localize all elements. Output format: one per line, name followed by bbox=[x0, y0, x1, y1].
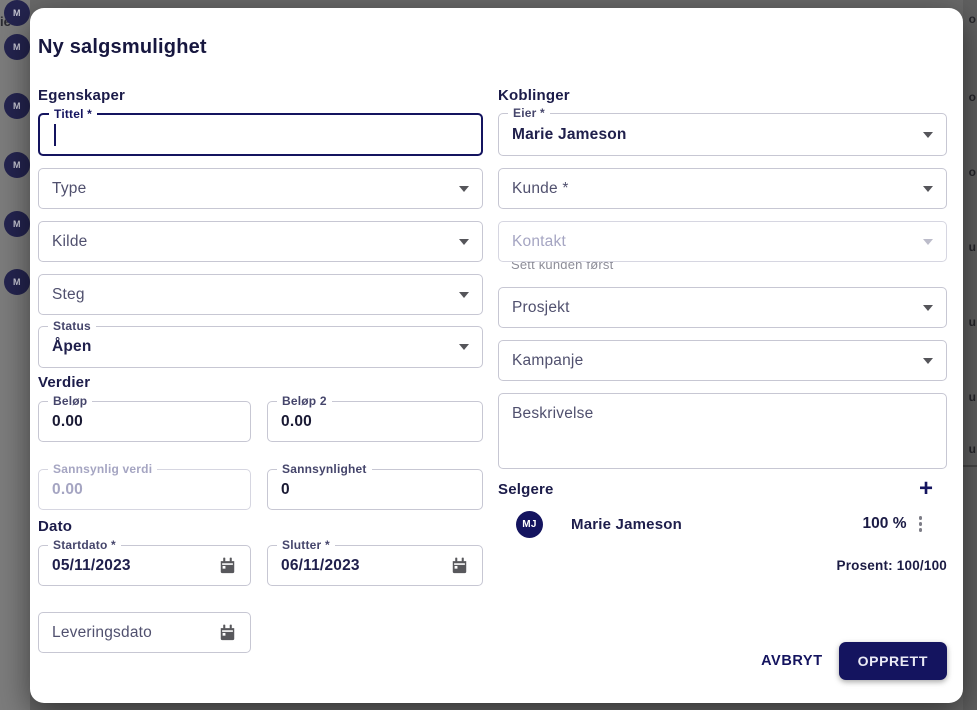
chevron-down-icon bbox=[923, 304, 933, 311]
background-avatar: M bbox=[4, 152, 30, 178]
kilde-select[interactable]: Kilde bbox=[38, 221, 483, 262]
seller-row: MJ Marie Jameson 100 % bbox=[498, 508, 947, 540]
kunde-label: Kunde * bbox=[512, 179, 569, 197]
chevron-down-icon bbox=[459, 344, 469, 350]
calendar-icon[interactable] bbox=[450, 556, 469, 575]
calendar-icon[interactable] bbox=[218, 623, 237, 642]
background-divider bbox=[963, 465, 977, 467]
sannsynlig-verdi-label: Sannsynlig verdi bbox=[48, 462, 158, 476]
background-avatar: M bbox=[4, 93, 30, 119]
chevron-down-icon bbox=[459, 291, 469, 298]
chevron-down-icon bbox=[923, 131, 933, 138]
seller-name: Marie Jameson bbox=[571, 515, 682, 533]
type-select[interactable]: Type bbox=[38, 168, 483, 209]
percent-summary: Prosent: 100/100 bbox=[836, 558, 947, 573]
text-cursor bbox=[54, 123, 56, 146]
slutter-input[interactable]: Slutter * 06/11/2023 bbox=[267, 538, 483, 586]
background-avatar: M bbox=[4, 0, 30, 26]
background-text-fragment: ie bbox=[0, 14, 11, 29]
sannsynlighet-value: 0 bbox=[281, 480, 290, 498]
tittel-label: Tittel * bbox=[49, 107, 98, 121]
slutter-label: Slutter * bbox=[277, 538, 335, 552]
beskrivelse-label: Beskrivelse bbox=[512, 405, 594, 422]
background-text-fragment: o bbox=[968, 90, 976, 104]
seller-percent: 100 % bbox=[862, 515, 907, 532]
background-text-fragment: u bbox=[968, 390, 976, 404]
prosjekt-label: Prosjekt bbox=[512, 298, 570, 316]
kebab-menu-icon[interactable] bbox=[916, 513, 926, 535]
background-avatar: M bbox=[4, 34, 30, 60]
startdato-label: Startdato * bbox=[48, 538, 121, 552]
background-text-fragment: u bbox=[968, 240, 976, 254]
section-heading-koblinger: Koblinger bbox=[498, 87, 570, 104]
chevron-down-icon bbox=[923, 238, 933, 245]
status-value: Åpen bbox=[52, 338, 92, 355]
belop-input[interactable]: Beløp 0.00 bbox=[38, 394, 251, 442]
new-opportunity-dialog: Ny salgsmulighet Egenskaper Tittel * Typ… bbox=[30, 8, 963, 703]
eier-value: Marie Jameson bbox=[512, 125, 627, 143]
prosjekt-select[interactable]: Prosjekt bbox=[498, 287, 947, 328]
kampanje-select[interactable]: Kampanje bbox=[498, 340, 947, 381]
eier-select[interactable]: Eier * Marie Jameson bbox=[498, 106, 947, 156]
tittel-input[interactable]: Tittel * bbox=[38, 107, 483, 156]
background-text-fragment: o bbox=[968, 12, 976, 26]
section-heading-selgere: Selgere bbox=[498, 480, 554, 498]
sannsynlighet-input[interactable]: Sannsynlighet 0 bbox=[267, 462, 483, 510]
background-text-fragment: o bbox=[968, 165, 976, 179]
seller-avatar: MJ bbox=[516, 510, 543, 538]
cancel-button[interactable]: AVBRYT bbox=[759, 645, 825, 677]
background-avatar: M bbox=[4, 269, 30, 295]
startdato-value: 05/11/2023 bbox=[52, 556, 131, 574]
dialog-title: Ny salgsmulighet bbox=[38, 36, 207, 58]
type-label: Type bbox=[52, 179, 87, 197]
belop-label: Beløp bbox=[48, 394, 93, 408]
chevron-down-icon bbox=[923, 357, 933, 364]
status-select[interactable]: Status Åpen bbox=[38, 319, 483, 368]
kunde-select[interactable]: Kunde * bbox=[498, 168, 947, 209]
chevron-down-icon bbox=[459, 238, 469, 245]
belop2-value: 0.00 bbox=[281, 412, 312, 430]
create-button[interactable]: OPPRETT bbox=[838, 642, 947, 680]
kontakt-select: Kontakt bbox=[498, 221, 947, 262]
beskrivelse-textarea[interactable]: Beskrivelse bbox=[498, 393, 947, 469]
background-avatar: M bbox=[4, 211, 30, 237]
steg-label: Steg bbox=[52, 285, 85, 303]
sannsynlighet-label: Sannsynlighet bbox=[277, 462, 372, 476]
background-right-strip: o o o u u u u bbox=[963, 0, 977, 710]
chevron-down-icon bbox=[459, 185, 469, 192]
kontakt-label: Kontakt bbox=[512, 232, 566, 250]
leveringsdato-label: Leveringsdato bbox=[52, 623, 152, 641]
section-heading-dato: Dato bbox=[38, 518, 73, 535]
calendar-icon[interactable] bbox=[218, 556, 237, 575]
section-heading-egenskaper: Egenskaper bbox=[38, 87, 126, 104]
add-seller-button[interactable]: + bbox=[913, 477, 939, 501]
kilde-label: Kilde bbox=[52, 232, 88, 250]
chevron-down-icon bbox=[923, 185, 933, 192]
sannsynlig-verdi-input: Sannsynlig verdi 0.00 bbox=[38, 462, 251, 510]
belop-value: 0.00 bbox=[52, 412, 83, 430]
steg-select[interactable]: Steg bbox=[38, 274, 483, 315]
slutter-value: 06/11/2023 bbox=[281, 556, 360, 574]
background-left-strip: ie M M M M M M bbox=[0, 0, 30, 710]
background-text-fragment: u bbox=[968, 315, 976, 329]
startdato-input[interactable]: Startdato * 05/11/2023 bbox=[38, 538, 251, 586]
status-label: Status bbox=[48, 319, 96, 333]
belop2-input[interactable]: Beløp 2 0.00 bbox=[267, 394, 483, 442]
section-heading-verdier: Verdier bbox=[38, 374, 91, 391]
eier-label: Eier * bbox=[508, 106, 550, 120]
belop2-label: Beløp 2 bbox=[277, 394, 332, 408]
leveringsdato-input[interactable]: Leveringsdato bbox=[38, 612, 251, 653]
kampanje-label: Kampanje bbox=[512, 351, 584, 369]
background-text-fragment: u bbox=[968, 442, 976, 456]
sannsynlig-verdi-value: 0.00 bbox=[52, 480, 83, 498]
